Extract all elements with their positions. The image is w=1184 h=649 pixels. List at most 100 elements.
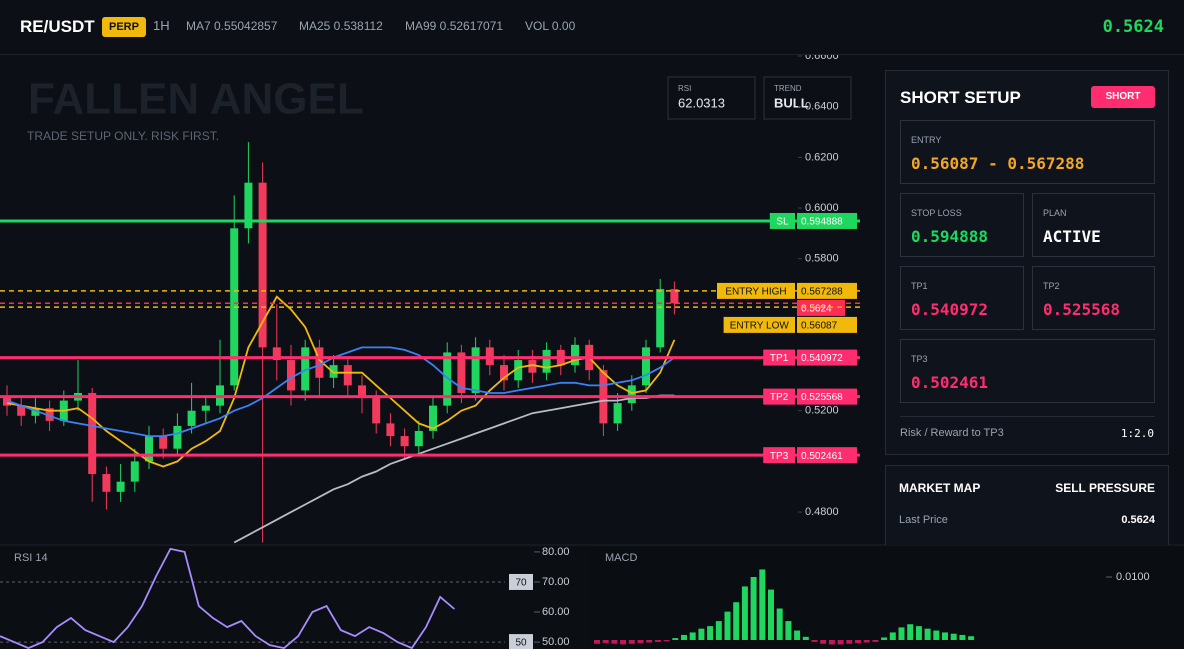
stop-box: STOP LOSS 0.594888 bbox=[900, 193, 1024, 257]
macd-bar bbox=[846, 639, 853, 644]
macd-bar bbox=[646, 639, 653, 643]
last-price-label: Last Price bbox=[899, 514, 948, 526]
macd-bar bbox=[811, 639, 818, 642]
ma25-label: MA25 0.538112 bbox=[299, 19, 383, 33]
level-value: 0.56087 bbox=[801, 321, 838, 332]
macd-bar bbox=[602, 639, 609, 644]
price-plot: 0.66000.64000.62000.60000.58000.52000.48… bbox=[0, 50, 860, 544]
macd-bar bbox=[776, 608, 783, 640]
macd-bar bbox=[837, 639, 844, 645]
candle-body bbox=[528, 360, 537, 373]
y-tick-label: 0.0100 bbox=[1116, 571, 1150, 583]
level-name-box bbox=[769, 212, 795, 229]
moving-average bbox=[6, 295, 676, 468]
level-value-box bbox=[797, 282, 857, 299]
candle-body bbox=[372, 398, 381, 424]
candle-body bbox=[130, 461, 139, 482]
y-tick-label: 0.5800 bbox=[805, 253, 839, 265]
market-status: SELL PRESSURE bbox=[1055, 481, 1155, 495]
candle-body bbox=[187, 410, 196, 426]
macd-bar bbox=[724, 611, 731, 640]
macd-bar bbox=[611, 639, 618, 644]
rr-label: Risk / Reward to TP3 bbox=[900, 427, 1004, 439]
tp1-label: TP1 bbox=[911, 281, 928, 291]
level-name: TP3 bbox=[770, 451, 789, 462]
rsi-level-box bbox=[509, 634, 533, 649]
candle-body bbox=[656, 289, 665, 348]
volume-label: VOL 0.00 bbox=[525, 19, 576, 33]
setup-title: SHORT SETUP bbox=[900, 88, 1021, 107]
tp3-label: TP3 bbox=[911, 354, 928, 364]
level-value-box bbox=[797, 388, 857, 405]
level-value: 0.567288 bbox=[801, 287, 843, 298]
candle-body bbox=[315, 347, 324, 378]
market-card: MARKET MAP SELL PRESSURE Last Price 0.56… bbox=[885, 465, 1169, 545]
level-value-box bbox=[797, 349, 857, 366]
level-name-box bbox=[723, 316, 795, 333]
macd-bar bbox=[863, 639, 870, 643]
tp2-box: TP2 0.525568 bbox=[1032, 266, 1155, 330]
level-value: 0.5624 bbox=[801, 304, 832, 315]
watermark-title: FALLEN ANGEL bbox=[28, 75, 364, 124]
level-name-box bbox=[763, 349, 795, 366]
plan-box: PLAN ACTIVE bbox=[1032, 193, 1155, 257]
symbol: RE/USDT bbox=[20, 17, 95, 36]
candle-body bbox=[471, 347, 480, 393]
level-name-box bbox=[717, 282, 795, 299]
candle-body bbox=[443, 352, 452, 406]
candle-body bbox=[45, 408, 54, 421]
interval[interactable]: 1H bbox=[153, 18, 170, 33]
macd-title: MACD bbox=[605, 552, 637, 564]
macd-bar bbox=[828, 639, 835, 645]
rsi-panel bbox=[0, 545, 590, 649]
candle-body bbox=[287, 360, 295, 391]
level-name-box bbox=[763, 388, 795, 405]
rsi-title: RSI 14 bbox=[14, 552, 48, 564]
y-tick-label: 0.5200 bbox=[805, 405, 839, 417]
plan-label: PLAN bbox=[1043, 208, 1067, 218]
level-value: 0.502461 bbox=[801, 451, 843, 462]
macd-bar bbox=[959, 634, 966, 640]
y-tick-label: 0.4800 bbox=[805, 506, 839, 518]
y-tick-label: 0.6200 bbox=[805, 151, 839, 163]
plan-value: ACTIVE bbox=[1043, 227, 1101, 246]
macd-bar bbox=[620, 639, 627, 645]
y-tick-label: 60.00 bbox=[542, 606, 570, 618]
divider bbox=[900, 416, 1155, 417]
y-tick-label: 0.6400 bbox=[805, 101, 839, 113]
market-badge: PERP bbox=[102, 17, 146, 37]
macd-bar bbox=[733, 602, 740, 640]
candle-body bbox=[3, 395, 11, 406]
macd-bar bbox=[907, 624, 914, 640]
level-value: 0.525568 bbox=[801, 392, 843, 403]
candle-body bbox=[542, 349, 551, 373]
entry-value: 0.56087 - 0.567288 bbox=[911, 154, 1085, 173]
y-tick-label: 80.00 bbox=[542, 546, 570, 558]
stop-value: 0.594888 bbox=[911, 227, 989, 246]
setup-card: SHORT SETUP SHORT ENTRY 0.56087 - 0.5672… bbox=[885, 70, 1169, 455]
candle-body bbox=[414, 430, 423, 447]
macd-bar bbox=[942, 632, 948, 640]
level-name: ENTRY LOW bbox=[730, 321, 790, 332]
macd-bar bbox=[637, 639, 644, 644]
macd-bar bbox=[889, 632, 896, 640]
trend-box bbox=[763, 76, 852, 120]
entry-box: ENTRY 0.56087 - 0.567288 bbox=[900, 120, 1155, 184]
macd-bar bbox=[872, 639, 879, 642]
rsi-level-label: 70 bbox=[515, 578, 527, 589]
macd-bar bbox=[820, 639, 827, 644]
candle-body bbox=[329, 365, 338, 378]
level-name: TP2 bbox=[770, 392, 789, 403]
direction-badge: SHORT bbox=[1091, 86, 1155, 108]
macd-bar bbox=[698, 628, 705, 640]
watermark-subtitle: TRADE SETUP ONLY. RISK FIRST. bbox=[27, 129, 219, 143]
rsi-line bbox=[0, 547, 455, 649]
moving-average bbox=[233, 394, 675, 544]
candle-body bbox=[159, 436, 168, 449]
level-name-box bbox=[763, 447, 795, 464]
candle-body bbox=[343, 365, 352, 386]
macd-bar bbox=[672, 638, 679, 640]
y-tick-label: 0.6000 bbox=[805, 202, 839, 214]
